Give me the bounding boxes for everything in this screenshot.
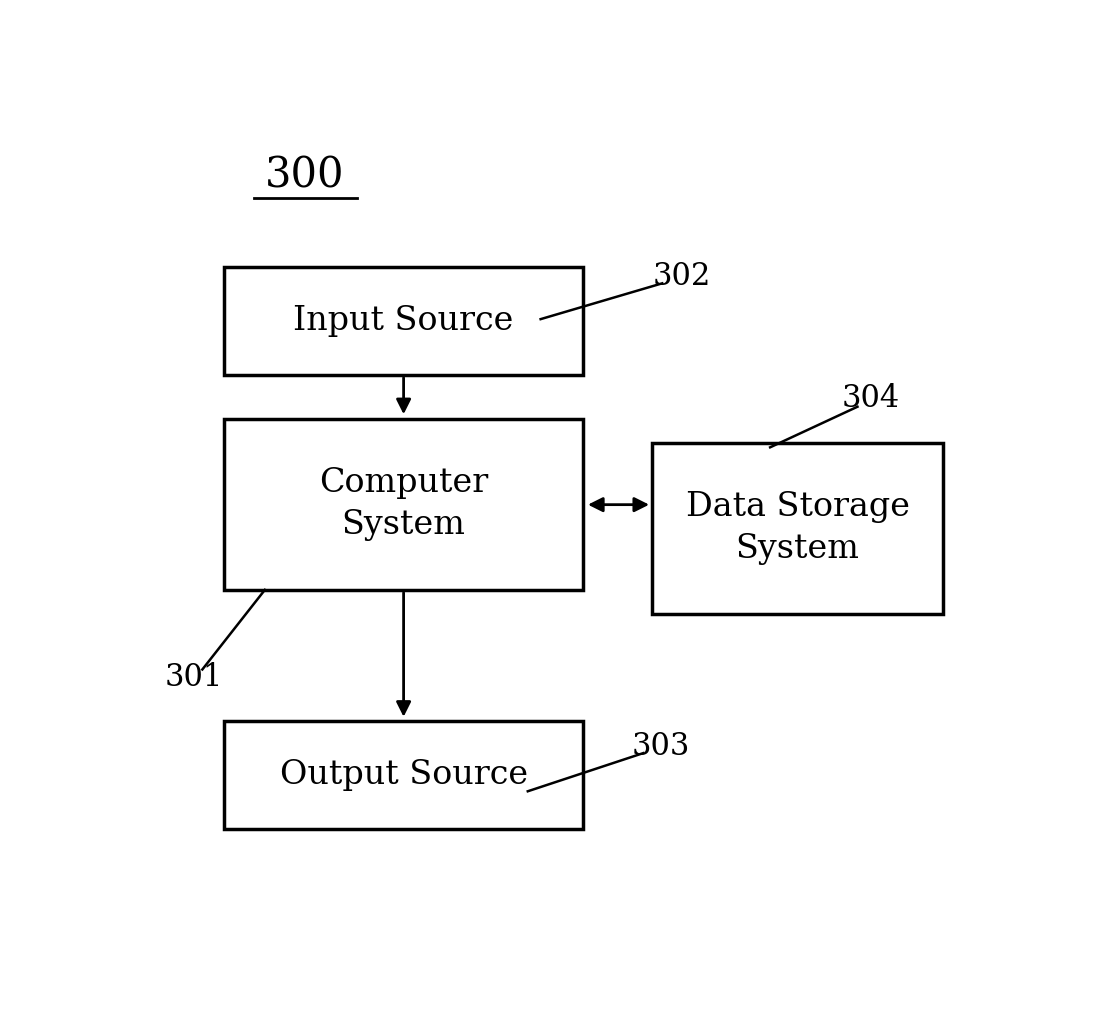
Bar xyxy=(223,268,583,375)
Bar xyxy=(223,722,583,828)
Text: 302: 302 xyxy=(653,262,712,293)
Text: 301: 301 xyxy=(165,662,223,693)
Text: 304: 304 xyxy=(841,384,899,415)
Bar xyxy=(652,443,943,614)
Text: Output Source: Output Source xyxy=(280,759,528,791)
Text: Input Source: Input Source xyxy=(294,305,514,337)
Text: 300: 300 xyxy=(265,155,345,196)
Text: Data Storage
System: Data Storage System xyxy=(685,491,909,566)
Bar xyxy=(223,419,583,589)
Text: 303: 303 xyxy=(631,731,690,762)
Text: Computer
System: Computer System xyxy=(319,467,488,541)
